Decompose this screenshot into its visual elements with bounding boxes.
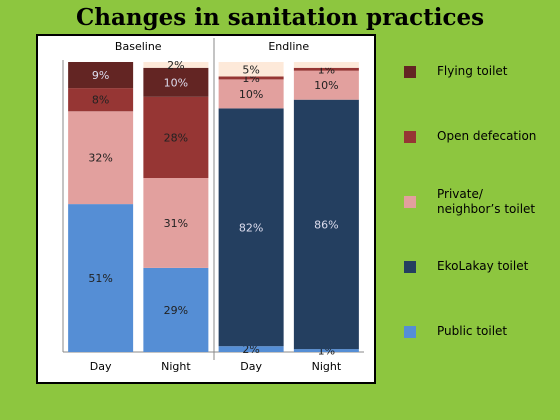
- legend-swatch: [404, 196, 416, 208]
- bar-segment: [143, 178, 209, 268]
- data-label: 8%: [92, 94, 109, 107]
- x-tick-label: Night: [312, 360, 342, 373]
- data-label: 2%: [167, 59, 184, 72]
- chart-title: Changes in sanitation practices: [75, 4, 485, 31]
- data-label: 2%: [242, 343, 259, 356]
- bar-segment: [293, 62, 359, 68]
- bar-segment: [218, 62, 284, 77]
- x-tick-label: Night: [161, 360, 191, 373]
- bar-segment: [68, 88, 134, 112]
- bar-segment: [68, 204, 134, 352]
- bar-segment: [143, 96, 209, 178]
- bar-segment: [68, 111, 134, 205]
- bar-segment: [293, 70, 359, 100]
- legend-swatch: [404, 261, 416, 273]
- legend-swatch: [404, 131, 416, 143]
- legend-label: Public toilet: [437, 324, 508, 338]
- data-label: 10%: [164, 76, 188, 89]
- x-tick-label: Day: [240, 360, 262, 373]
- data-label: 51%: [88, 272, 112, 285]
- bar-segment: [293, 99, 359, 350]
- bar-segment: [293, 67, 359, 71]
- legend-swatch: [404, 326, 416, 338]
- data-label: 10%: [239, 88, 263, 101]
- bar-segment: [143, 67, 209, 97]
- bar-segment: [218, 346, 284, 352]
- legend-label: Private/ neighbor’s toilet: [437, 187, 536, 216]
- bar-segment: [68, 62, 134, 89]
- data-label: 9%: [92, 69, 109, 82]
- data-label: 10%: [314, 79, 338, 92]
- data-label: 32%: [88, 152, 112, 165]
- group-label: Endline: [268, 40, 309, 53]
- legend-label: EkoLakay toilet: [437, 259, 529, 273]
- data-label: 29%: [164, 304, 188, 317]
- bar-segment: [143, 267, 209, 352]
- data-label: 28%: [164, 131, 188, 144]
- bar-segment: [143, 62, 209, 68]
- data-label: 82%: [239, 221, 263, 234]
- bar-segment: [218, 76, 284, 80]
- bar-segment: [293, 349, 359, 352]
- data-label: 5%: [242, 63, 259, 76]
- legend-swatch: [404, 66, 416, 78]
- bar-segment: [218, 108, 284, 347]
- legend-label: Flying toilet: [437, 64, 508, 78]
- legend-label: Open defecation: [437, 129, 537, 143]
- group-label: Baseline: [115, 40, 162, 53]
- bar-segment: [218, 79, 284, 109]
- x-tick-label: Day: [90, 360, 112, 373]
- data-label: 86%: [314, 218, 338, 231]
- data-label: 31%: [164, 217, 188, 230]
